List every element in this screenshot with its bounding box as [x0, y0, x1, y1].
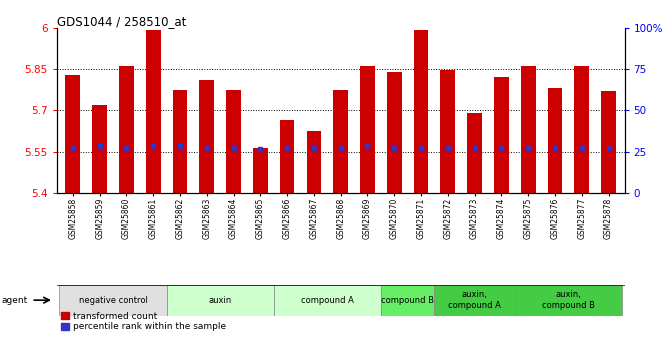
Bar — [515, 285, 622, 316]
Bar — [280, 120, 295, 193]
Text: negative control: negative control — [79, 296, 148, 305]
Bar — [274, 285, 381, 316]
Bar — [574, 66, 589, 193]
Bar — [307, 131, 321, 193]
Bar — [521, 66, 536, 193]
Bar — [65, 75, 80, 193]
Bar — [381, 285, 434, 316]
Bar — [226, 90, 241, 193]
Bar — [548, 88, 562, 193]
Bar — [467, 113, 482, 193]
Text: compound A: compound A — [301, 296, 354, 305]
Bar — [119, 66, 134, 193]
Bar — [360, 66, 375, 193]
Text: agent: agent — [1, 296, 27, 305]
Bar — [387, 72, 401, 193]
Bar — [200, 80, 214, 193]
Text: auxin,
compound A: auxin, compound A — [448, 290, 501, 310]
Bar — [172, 90, 187, 193]
Bar — [494, 77, 509, 193]
Bar — [146, 30, 160, 193]
Bar — [440, 70, 455, 193]
Bar — [166, 285, 274, 316]
Bar — [413, 30, 428, 193]
Bar — [59, 285, 166, 316]
Text: auxin: auxin — [208, 296, 232, 305]
Text: compound B: compound B — [381, 296, 434, 305]
Bar — [253, 148, 268, 193]
Bar — [92, 105, 107, 193]
Legend: transformed count, percentile rank within the sample: transformed count, percentile rank withi… — [61, 312, 226, 331]
Text: GDS1044 / 258510_at: GDS1044 / 258510_at — [57, 16, 186, 29]
Bar — [333, 90, 348, 193]
Text: auxin,
compound B: auxin, compound B — [542, 290, 595, 310]
Bar — [434, 285, 515, 316]
Bar — [601, 91, 616, 193]
